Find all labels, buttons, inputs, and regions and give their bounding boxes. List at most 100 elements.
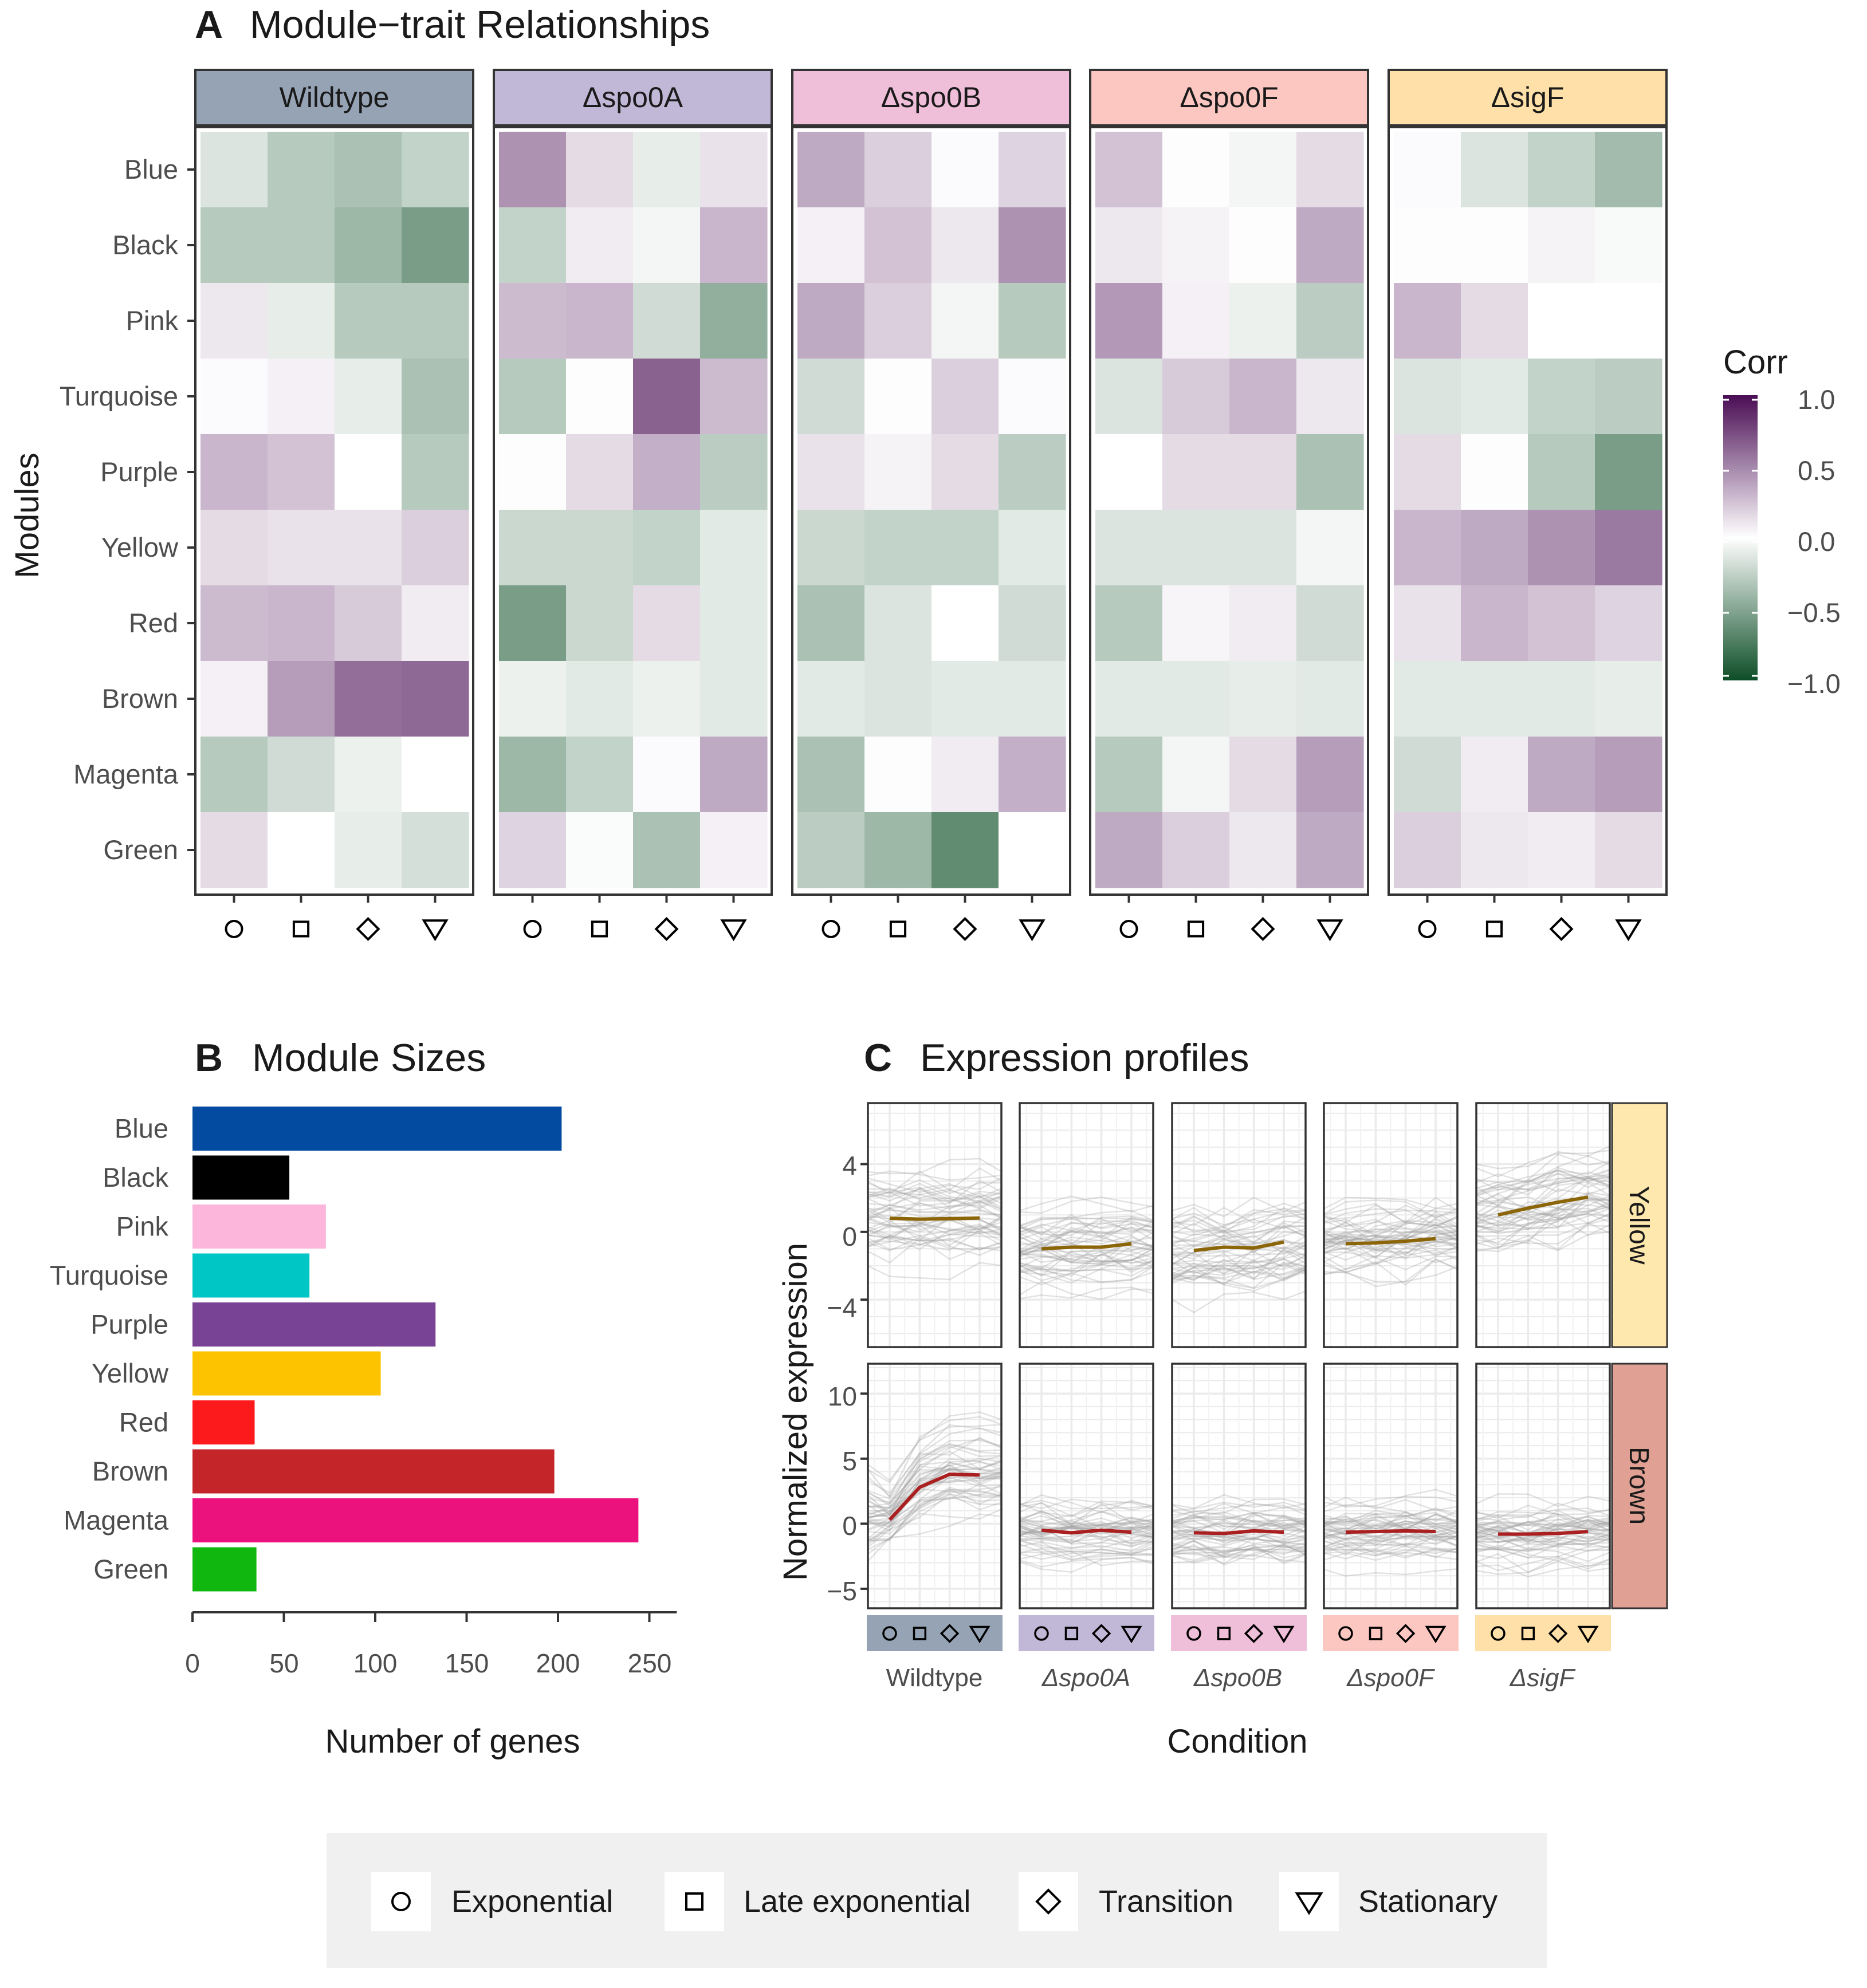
heatmap-cell bbox=[1296, 510, 1364, 586]
gene-trace bbox=[1476, 1191, 1610, 1219]
gene-trace bbox=[1019, 1255, 1154, 1269]
gene-trace bbox=[1476, 1231, 1610, 1253]
heatmap-cell bbox=[864, 359, 932, 435]
panel-a-letter: A bbox=[195, 3, 223, 46]
heatmap-cell bbox=[335, 737, 402, 813]
module-label: Brown bbox=[102, 683, 178, 714]
colorbar: Corr 1.0 0.5 0.0 −0.5 −1.0 bbox=[1723, 344, 1841, 699]
gene-trace bbox=[867, 1462, 1002, 1519]
gene-trace bbox=[1172, 1269, 1306, 1289]
gene-trace bbox=[1476, 1529, 1610, 1541]
gene-trace bbox=[1323, 1246, 1458, 1265]
heatmap-cell bbox=[1162, 359, 1230, 435]
gene-trace bbox=[867, 1179, 1002, 1194]
heatmap-cell bbox=[1095, 737, 1163, 813]
gene-trace bbox=[1019, 1510, 1154, 1525]
gene-trace bbox=[867, 1208, 1002, 1217]
heatmap-cell bbox=[1229, 812, 1297, 888]
gene-trace bbox=[1323, 1537, 1458, 1556]
x-tick-label: 50 bbox=[269, 1648, 298, 1678]
gene-trace bbox=[867, 1167, 1002, 1195]
heatmap-cell bbox=[268, 434, 335, 510]
heatmap-area: Wildtype Δspo0A Δspo0B Δspo0F ΔsigF Blue Black… bbox=[60, 69, 1668, 942]
gene-trace bbox=[1172, 1547, 1306, 1563]
gene-trace bbox=[867, 1158, 1002, 1175]
gene-trace bbox=[1019, 1253, 1154, 1277]
mean-profile-line bbox=[889, 1216, 980, 1221]
gene-trace bbox=[867, 1188, 1002, 1202]
gene-trace bbox=[867, 1229, 1002, 1251]
gene-trace bbox=[1476, 1519, 1610, 1536]
heatmap-cell bbox=[402, 283, 469, 359]
heatmap-cell bbox=[999, 737, 1066, 813]
gene-trace bbox=[867, 1437, 1002, 1507]
gene-trace bbox=[1476, 1218, 1610, 1238]
heatmap-cell bbox=[268, 510, 335, 586]
heatmap-cell bbox=[931, 207, 999, 284]
gene-trace bbox=[867, 1204, 1002, 1215]
heatmap-cell bbox=[797, 585, 865, 662]
gene-trace bbox=[1323, 1211, 1458, 1238]
gene-trace bbox=[1172, 1513, 1306, 1530]
module-label: Black bbox=[112, 230, 178, 260]
gene-trace bbox=[1476, 1514, 1610, 1527]
heatmap-cell bbox=[1595, 737, 1662, 813]
gene-trace bbox=[1172, 1519, 1306, 1535]
heatmap-cell bbox=[268, 283, 335, 359]
heatmap-cell bbox=[797, 434, 865, 510]
gene-trace bbox=[1172, 1246, 1306, 1275]
heatmap-cell bbox=[402, 737, 469, 813]
gene-trace bbox=[867, 1486, 1002, 1542]
legend-label-stationary: Stationary bbox=[1358, 1884, 1497, 1919]
gene-trace bbox=[1476, 1509, 1610, 1531]
gene-trace bbox=[1476, 1520, 1610, 1530]
strain-strip bbox=[791, 69, 1071, 127]
module-label: Green bbox=[103, 834, 178, 865]
gene-trace bbox=[1172, 1250, 1306, 1266]
heatmap-cell bbox=[1162, 737, 1230, 813]
heatmap-cell bbox=[864, 812, 932, 888]
gene-trace bbox=[1019, 1196, 1154, 1214]
panel-a-title: Module−trait Relationships bbox=[250, 3, 710, 46]
heatmap-cell bbox=[700, 434, 768, 510]
gene-trace bbox=[1323, 1524, 1458, 1538]
gene-trace bbox=[1476, 1225, 1610, 1245]
profile-panel-border bbox=[1475, 1363, 1611, 1609]
heatmap-cell bbox=[999, 661, 1066, 737]
gene-trace bbox=[1476, 1521, 1610, 1535]
gene-trace bbox=[1019, 1253, 1154, 1272]
gene-trace bbox=[1323, 1210, 1458, 1219]
heatmap-cell bbox=[931, 434, 999, 510]
heatmap-cell bbox=[1296, 661, 1364, 737]
heatmap-cell bbox=[201, 661, 268, 737]
gene-trace bbox=[867, 1219, 1002, 1232]
gene-trace bbox=[1019, 1499, 1154, 1510]
gene-trace-group bbox=[1172, 1196, 1306, 1313]
heatmap-cell bbox=[931, 812, 999, 888]
gene-trace bbox=[1476, 1518, 1610, 1536]
triangle-marker bbox=[969, 1625, 991, 1644]
gene-trace bbox=[867, 1424, 1002, 1498]
panel-b-title: Module Sizes bbox=[252, 1036, 486, 1080]
heatmap-cell bbox=[566, 812, 634, 888]
heatmap-cell bbox=[201, 434, 268, 510]
gene-trace bbox=[1172, 1234, 1306, 1254]
heatmap-cell bbox=[201, 283, 268, 359]
gene-trace bbox=[867, 1223, 1002, 1238]
profile-panel-border bbox=[1323, 1102, 1459, 1348]
gene-trace bbox=[1172, 1266, 1306, 1292]
bar bbox=[192, 1498, 639, 1542]
square-marker bbox=[292, 920, 310, 938]
gene-trace bbox=[867, 1222, 1002, 1236]
heatmap-panel-border bbox=[194, 126, 474, 896]
heatmap-cell bbox=[566, 434, 634, 510]
heatmap-cell bbox=[797, 132, 865, 208]
gene-trace bbox=[1172, 1259, 1306, 1286]
panel-b-letter: B bbox=[195, 1036, 223, 1080]
gene-trace bbox=[1476, 1515, 1610, 1531]
heatmap-cell bbox=[797, 661, 865, 737]
heatmap-cell bbox=[864, 661, 932, 737]
profile-panel-border bbox=[1019, 1102, 1154, 1348]
gene-trace bbox=[1323, 1510, 1458, 1525]
gene-trace bbox=[1476, 1172, 1610, 1196]
